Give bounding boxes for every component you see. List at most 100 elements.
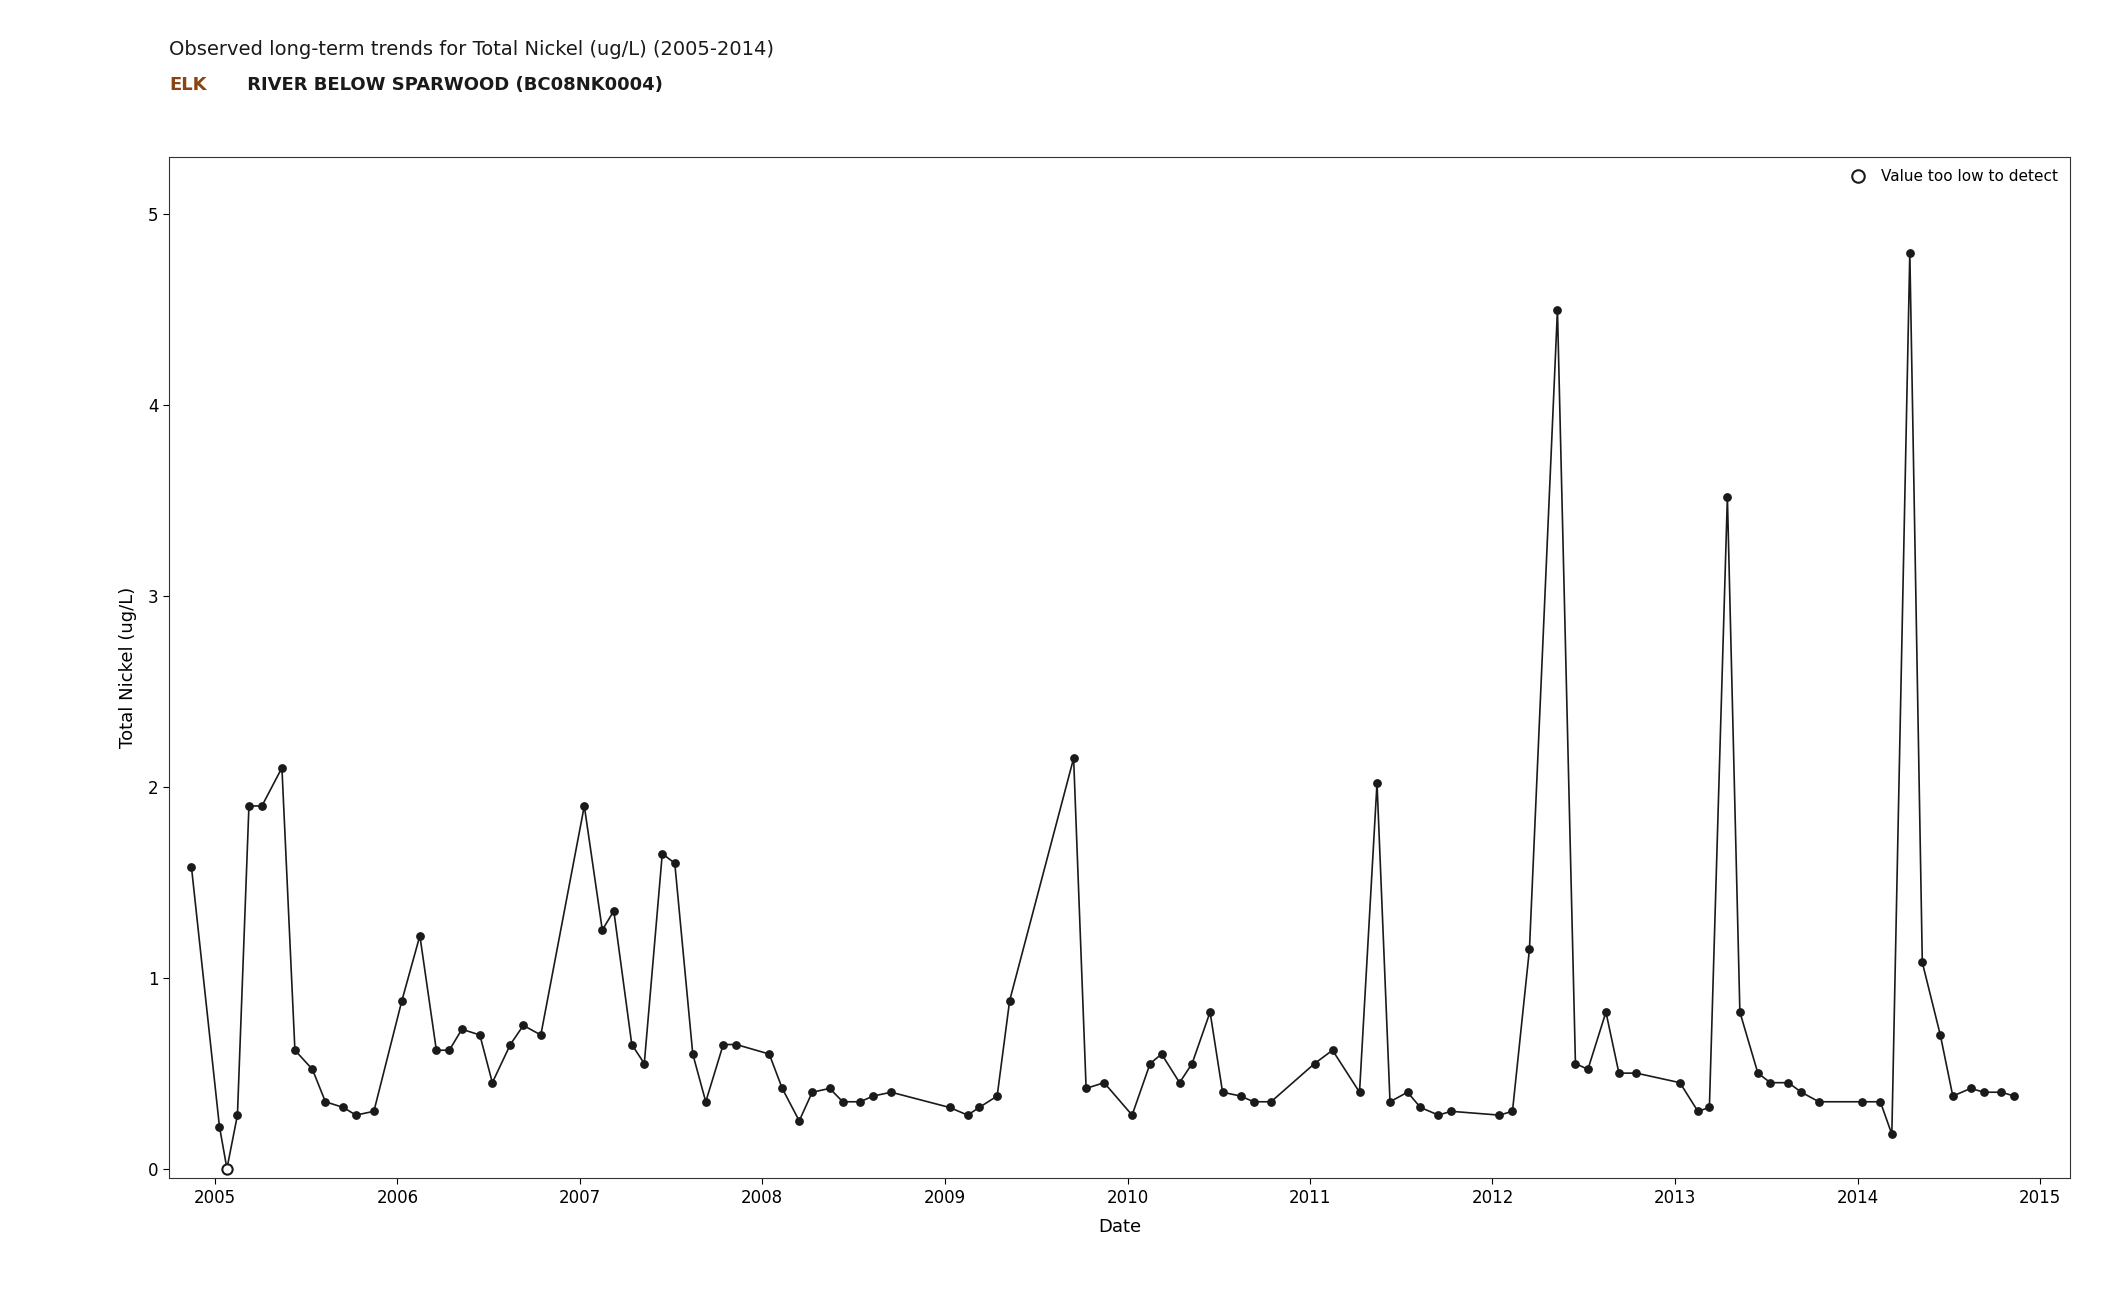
Point [1206,1081,1240,1102]
Point [1483,1105,1516,1126]
Point [993,990,1026,1011]
Point [1559,1054,1592,1075]
Point [1434,1101,1468,1122]
Point [308,1092,342,1113]
Point [446,1018,479,1039]
Point [524,1025,558,1046]
Point [1174,1054,1208,1075]
Y-axis label: Total Nickel (ug/L): Total Nickel (ug/L) [118,586,137,749]
Point [1905,952,1939,973]
Point [264,758,298,779]
Point [1681,1101,1715,1122]
Point [1056,747,1090,768]
Point [752,1043,786,1064]
Point [813,1077,847,1098]
Point [1588,1001,1622,1022]
Point [1571,1059,1605,1080]
Point [1740,1063,1774,1084]
Point [1145,1043,1178,1064]
Point [1892,242,1926,263]
Point [980,1085,1014,1106]
Point [1421,1105,1455,1126]
Point [1404,1097,1438,1118]
Point [1954,1077,1987,1098]
Point [705,1034,739,1055]
Point [720,1034,754,1055]
Point [1662,1072,1696,1093]
Point [1360,772,1394,793]
Point [232,796,266,817]
X-axis label: Date: Date [1098,1217,1140,1236]
Point [494,1034,528,1055]
Point [1772,1072,1806,1093]
Point [340,1105,374,1126]
Point [279,1039,313,1060]
Point [357,1101,391,1122]
Point [1937,1085,1970,1106]
Text: ELK: ELK [169,76,207,94]
Point [1297,1054,1331,1075]
Point [384,990,418,1011]
Point [950,1105,984,1126]
Point [463,1025,496,1046]
Text: RIVER BELOW SPARWOOD (BC08NK0004): RIVER BELOW SPARWOOD (BC08NK0004) [241,76,663,94]
Point [1875,1123,1909,1144]
Point [507,1014,541,1035]
Point [826,1092,860,1113]
Point [1255,1092,1288,1113]
Point [615,1034,648,1055]
Point [1711,487,1745,508]
Point [1134,1054,1168,1075]
Point [1620,1063,1654,1084]
Point [1846,1092,1880,1113]
Point [781,1110,815,1131]
Point [657,852,691,873]
Point [1985,1081,2019,1102]
Point [1193,1001,1227,1022]
Point [676,1043,710,1064]
Point [203,1117,237,1138]
Point [1723,1001,1757,1022]
Point [296,1059,329,1080]
Point [220,1105,253,1126]
Point [1088,1072,1121,1093]
Legend: Value too low to detect: Value too low to detect [1837,165,2061,188]
Point [327,1097,361,1118]
Point [403,925,437,946]
Point [627,1054,661,1075]
Point [1343,1081,1377,1102]
Point [796,1081,830,1102]
Point [1512,939,1546,959]
Point [1390,1081,1423,1102]
Point [843,1092,876,1113]
Point [1115,1105,1149,1126]
Point [963,1097,997,1118]
Point [855,1085,889,1106]
Point [1373,1092,1407,1113]
Point [934,1097,967,1118]
Point [1603,1063,1637,1084]
Point [1164,1072,1198,1093]
Point [1692,1097,1726,1118]
Point [1069,1077,1102,1098]
Text: Observed long-term trends for Total Nickel (ug/L) (2005-2014): Observed long-term trends for Total Nick… [169,39,773,59]
Point [585,919,619,940]
Point [245,796,279,817]
Point [209,1158,243,1179]
Point [1238,1092,1271,1113]
Point [175,856,209,877]
Point [1802,1092,1835,1113]
Point [1540,300,1573,321]
Point [765,1077,798,1098]
Point [646,843,680,864]
Point [433,1039,467,1060]
Point [874,1081,908,1102]
Point [1316,1039,1350,1060]
Point [475,1072,509,1093]
Point [1495,1101,1529,1122]
Point [1785,1081,1818,1102]
Point [1223,1085,1257,1106]
Point [689,1092,722,1113]
Point [568,796,602,817]
Point [598,901,631,922]
